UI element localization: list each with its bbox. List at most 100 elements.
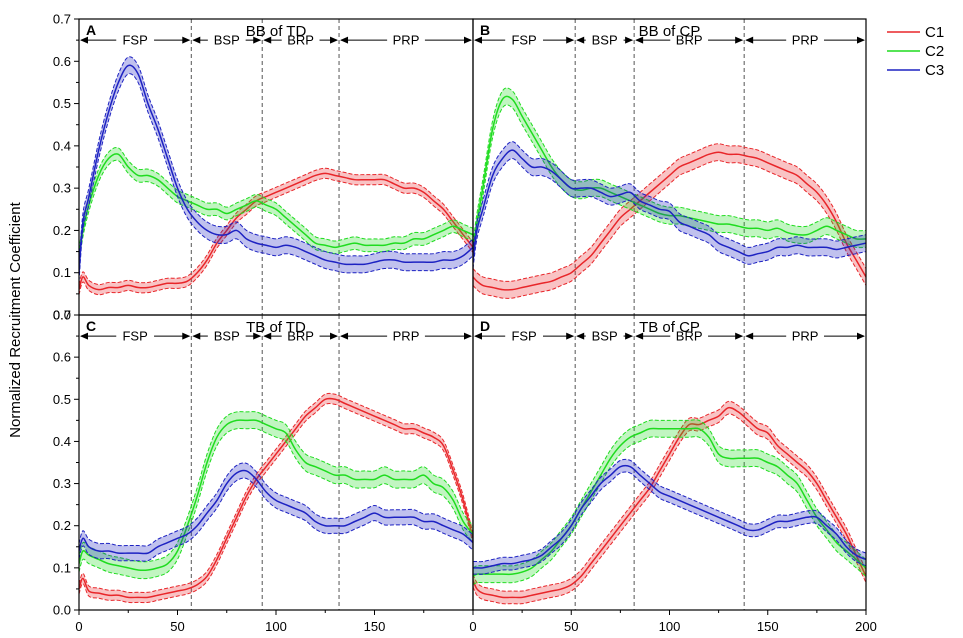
x-tick-label-right-1: 50 xyxy=(564,619,578,634)
line-c3-c xyxy=(79,469,473,555)
phase-arrowhead-b-3r xyxy=(857,36,865,44)
band-upper-c3-d xyxy=(473,458,866,563)
phase-label-a-1: BSP xyxy=(214,33,240,48)
band-c2-b xyxy=(473,87,866,261)
phase-arrowhead-d-2l xyxy=(635,332,644,340)
phase-arrowhead-b-2l xyxy=(635,36,644,44)
phase-arrowhead-c-0l xyxy=(80,332,88,340)
phase-arrowhead-b-3l xyxy=(745,36,754,44)
phase-label-b-0: FSP xyxy=(511,33,536,48)
y-tick-label-bottom-3: 0.3 xyxy=(53,476,71,491)
y-tick-label-top-1: 0.1 xyxy=(53,265,71,280)
phase-label-d-1: BSP xyxy=(592,329,618,344)
band-lower-c3-d xyxy=(473,471,866,575)
phase-label-b-2: BRP xyxy=(676,33,703,48)
y-tick-label-bottom-0: 0.0 xyxy=(53,603,71,618)
panel-a: FSP BSP BRP PRP A BB of TD xyxy=(78,18,474,316)
line-c2-a xyxy=(79,153,473,256)
phase-label-a-0: FSP xyxy=(122,33,147,48)
band-upper-c1-a xyxy=(79,167,473,286)
band-upper-c2-a xyxy=(79,147,473,250)
band-c2-a xyxy=(79,147,473,263)
line-c3-d xyxy=(473,464,866,569)
band-upper-c3-b xyxy=(473,141,866,252)
line-c2-c xyxy=(79,419,473,571)
panel-letter-c: C xyxy=(86,318,96,334)
phase-arrowhead-c-3r xyxy=(464,332,472,340)
axes: 0.00.10.20.30.40.50.60.70.00.10.20.30.40… xyxy=(53,12,877,635)
plot-area-c xyxy=(79,315,473,610)
band-lower-c2-b xyxy=(473,104,866,261)
y-tick-label-bottom-4: 0.4 xyxy=(53,434,71,449)
line-c3-b xyxy=(473,149,866,261)
phase-arrowhead-c-1r xyxy=(253,332,262,340)
phase-arrowhead-c-2r xyxy=(330,332,339,340)
panel-title-d: TB of CP xyxy=(639,319,700,336)
phase-label-c-1: BSP xyxy=(214,329,240,344)
legend-label-c1: C1 xyxy=(925,24,944,41)
phase-label-b-3: PRP xyxy=(792,33,819,48)
x-tick-label-right-2: 100 xyxy=(659,619,681,634)
y-tick-label-top-3: 0.3 xyxy=(53,181,71,196)
phase-arrowhead-a-1l xyxy=(192,36,201,44)
y-tick-label-bottom-5: 0.5 xyxy=(53,392,71,407)
phase-label-b-1: BSP xyxy=(592,33,618,48)
panel-letter-a: A xyxy=(86,22,96,38)
phase-arrowhead-c-2l xyxy=(263,332,272,340)
band-c3-c xyxy=(79,462,473,562)
panel-title-a: BB of TD xyxy=(246,23,307,40)
band-upper-c2-d xyxy=(473,419,866,569)
band-upper-c1-c xyxy=(79,392,473,593)
y-tick-label-bottom-6: 0.6 xyxy=(53,350,71,365)
band-c1-a xyxy=(79,168,473,295)
phase-arrowhead-a-1r xyxy=(253,36,262,44)
y-tick-label-top-5: 0.5 xyxy=(53,96,71,111)
phase-arrowhead-a-3l xyxy=(340,36,349,44)
panel-title-c: TB of TD xyxy=(246,319,306,336)
phase-label-a-2: BRP xyxy=(287,33,314,48)
line-c1-c xyxy=(79,397,473,599)
phase-label-c-0: FSP xyxy=(122,329,147,344)
y-tick-label-top-2: 0.2 xyxy=(53,223,71,238)
phase-arrowhead-d-1r xyxy=(625,332,634,340)
phase-label-d-3: PRP xyxy=(792,329,819,344)
x-tick-label-right-4: 200 xyxy=(855,619,877,634)
band-lower-c3-c xyxy=(79,477,473,562)
y-tick-label-bottom-1: 0.1 xyxy=(53,560,71,575)
band-c2-d xyxy=(473,419,866,585)
phase-arrowhead-d-1l xyxy=(576,332,585,340)
phase-arrowhead-c-0r xyxy=(182,332,191,340)
x-tick-label-right-0: 0 xyxy=(469,619,476,634)
band-lower-c2-a xyxy=(79,159,473,263)
phase-arrowhead-d-3l xyxy=(745,332,754,340)
y-tick-label-bottom-2: 0.2 xyxy=(53,518,71,533)
phase-arrowhead-d-0l xyxy=(474,332,482,340)
phase-arrowhead-d-0r xyxy=(566,332,575,340)
x-tick-label-left-1: 50 xyxy=(170,619,184,634)
band-c3-a xyxy=(79,56,473,282)
band-lower-c2-d xyxy=(473,436,866,586)
band-upper-c2-b xyxy=(473,87,866,244)
legend-label-c2: C2 xyxy=(925,43,944,60)
legend-label-c3: C3 xyxy=(925,62,944,79)
phase-arrowhead-a-3r xyxy=(464,36,472,44)
panel-letter-b: B xyxy=(480,22,490,38)
phase-arrowhead-b-0r xyxy=(566,36,575,44)
phase-arrowhead-c-1l xyxy=(192,332,201,340)
band-lower-c3-b xyxy=(473,158,866,269)
panel-c: FSP BSP BRP PRP C TB of TD xyxy=(78,314,474,611)
band-c3-d xyxy=(473,459,866,575)
plot-area-b xyxy=(473,19,866,315)
y-tick-label-top-4: 0.4 xyxy=(53,138,71,153)
panel-title-b: BB of CP xyxy=(639,23,701,40)
phase-label-d-0: FSP xyxy=(511,329,536,344)
band-lower-c1-a xyxy=(79,177,473,296)
plot-area-d xyxy=(473,315,866,610)
x-tick-label-left-3: 150 xyxy=(364,619,386,634)
phase-arrowhead-d-2r xyxy=(735,332,744,340)
band-lower-c2-c xyxy=(79,427,473,580)
x-tick-label-left-0: 0 xyxy=(75,619,82,634)
phase-arrowhead-a-0l xyxy=(80,36,88,44)
phase-label-c-3: PRP xyxy=(393,329,420,344)
